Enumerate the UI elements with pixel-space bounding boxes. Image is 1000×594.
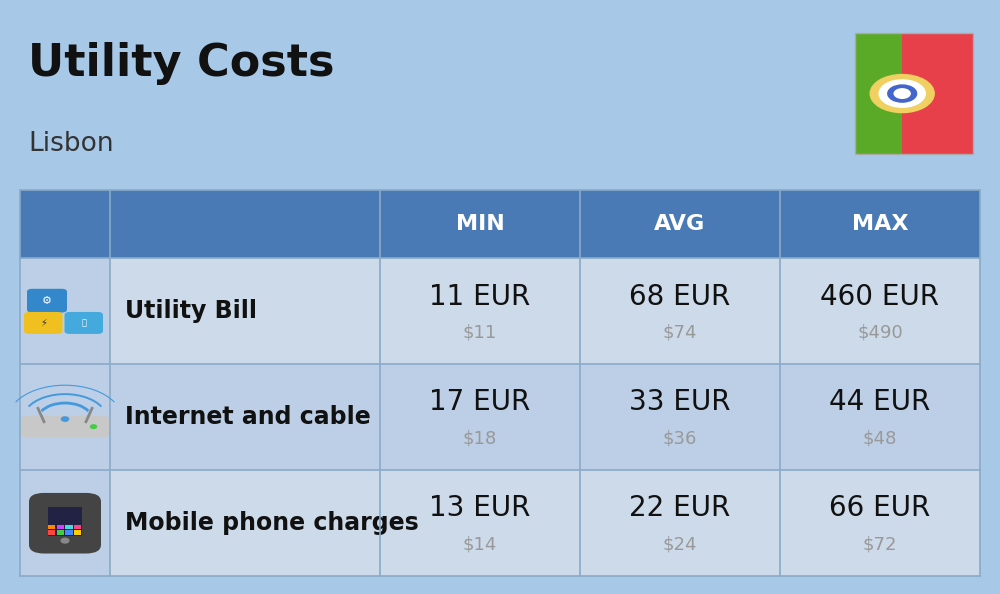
Text: Internet and cable: Internet and cable — [125, 405, 371, 429]
Text: $24: $24 — [663, 535, 697, 554]
Text: 💧: 💧 — [81, 318, 86, 327]
Text: MAX: MAX — [852, 214, 908, 234]
Text: 22 EUR: 22 EUR — [629, 494, 731, 522]
Bar — [20, 190, 980, 258]
Text: $72: $72 — [863, 535, 897, 554]
Bar — [65, 530, 73, 535]
Text: Utility Costs: Utility Costs — [28, 42, 334, 84]
FancyBboxPatch shape — [64, 312, 103, 334]
FancyBboxPatch shape — [27, 289, 67, 312]
Circle shape — [879, 80, 925, 108]
Bar — [20, 470, 980, 576]
Text: $14: $14 — [463, 535, 497, 554]
Circle shape — [888, 85, 917, 102]
Bar — [20, 470, 110, 576]
Text: 33 EUR: 33 EUR — [629, 388, 731, 416]
Circle shape — [870, 75, 934, 113]
Bar — [74, 530, 81, 535]
Bar — [57, 530, 64, 535]
Text: AVG: AVG — [654, 214, 706, 234]
Text: 66 EUR: 66 EUR — [829, 494, 931, 522]
Bar — [20, 258, 110, 364]
Text: 17 EUR: 17 EUR — [429, 388, 531, 416]
Bar — [902, 33, 973, 154]
Circle shape — [61, 417, 69, 421]
Text: $74: $74 — [663, 324, 697, 342]
Text: 11 EUR: 11 EUR — [429, 283, 531, 311]
FancyBboxPatch shape — [19, 416, 111, 437]
Text: $490: $490 — [857, 324, 903, 342]
Circle shape — [61, 538, 69, 543]
Bar — [74, 525, 81, 529]
Bar — [20, 258, 980, 364]
Bar — [48, 507, 82, 536]
Text: ⚙: ⚙ — [42, 296, 52, 306]
Text: 68 EUR: 68 EUR — [629, 283, 731, 311]
Text: 13 EUR: 13 EUR — [429, 494, 531, 522]
Bar — [855, 33, 902, 154]
FancyBboxPatch shape — [24, 312, 62, 334]
FancyBboxPatch shape — [29, 493, 101, 554]
Text: $18: $18 — [463, 429, 497, 447]
Text: $48: $48 — [863, 429, 897, 447]
Text: Lisbon: Lisbon — [28, 131, 114, 157]
Text: $36: $36 — [663, 429, 697, 447]
Bar — [48, 530, 55, 535]
Text: 44 EUR: 44 EUR — [829, 388, 931, 416]
Text: Utility Bill: Utility Bill — [125, 299, 257, 323]
Bar — [20, 364, 980, 470]
Text: MIN: MIN — [456, 214, 504, 234]
Circle shape — [894, 89, 910, 99]
Bar — [855, 33, 973, 154]
Text: $11: $11 — [463, 324, 497, 342]
Text: Mobile phone charges: Mobile phone charges — [125, 511, 419, 535]
Text: 460 EUR: 460 EUR — [820, 283, 939, 311]
Bar — [20, 364, 110, 470]
Text: ⚡: ⚡ — [40, 318, 47, 328]
Circle shape — [90, 425, 96, 428]
Bar — [65, 525, 73, 529]
Bar — [57, 525, 64, 529]
Bar — [48, 525, 55, 529]
